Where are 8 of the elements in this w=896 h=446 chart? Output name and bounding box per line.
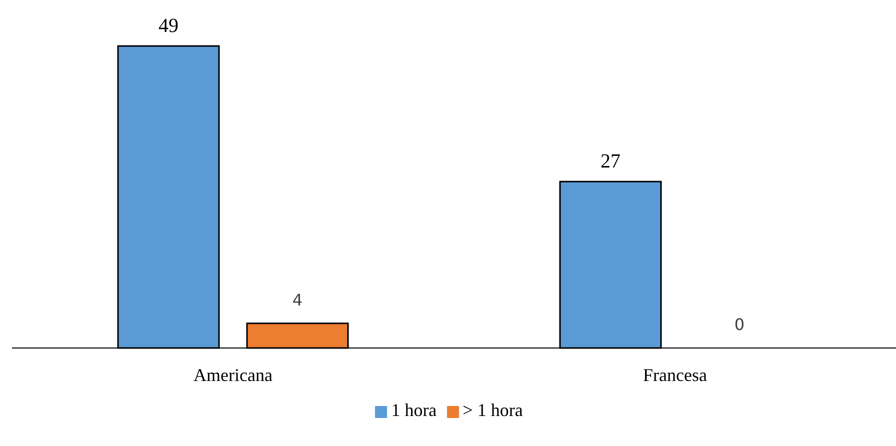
x-tick-label: Americana xyxy=(194,364,272,385)
x-tick-label: Francesa xyxy=(643,364,707,385)
legend-label: > 1 hora xyxy=(462,400,523,420)
legend-label: 1 hora xyxy=(391,400,437,420)
data-label: 49 xyxy=(158,15,178,37)
data-label: 27 xyxy=(600,150,620,173)
data-label: 4 xyxy=(292,290,303,310)
data-label: 0 xyxy=(734,315,745,334)
